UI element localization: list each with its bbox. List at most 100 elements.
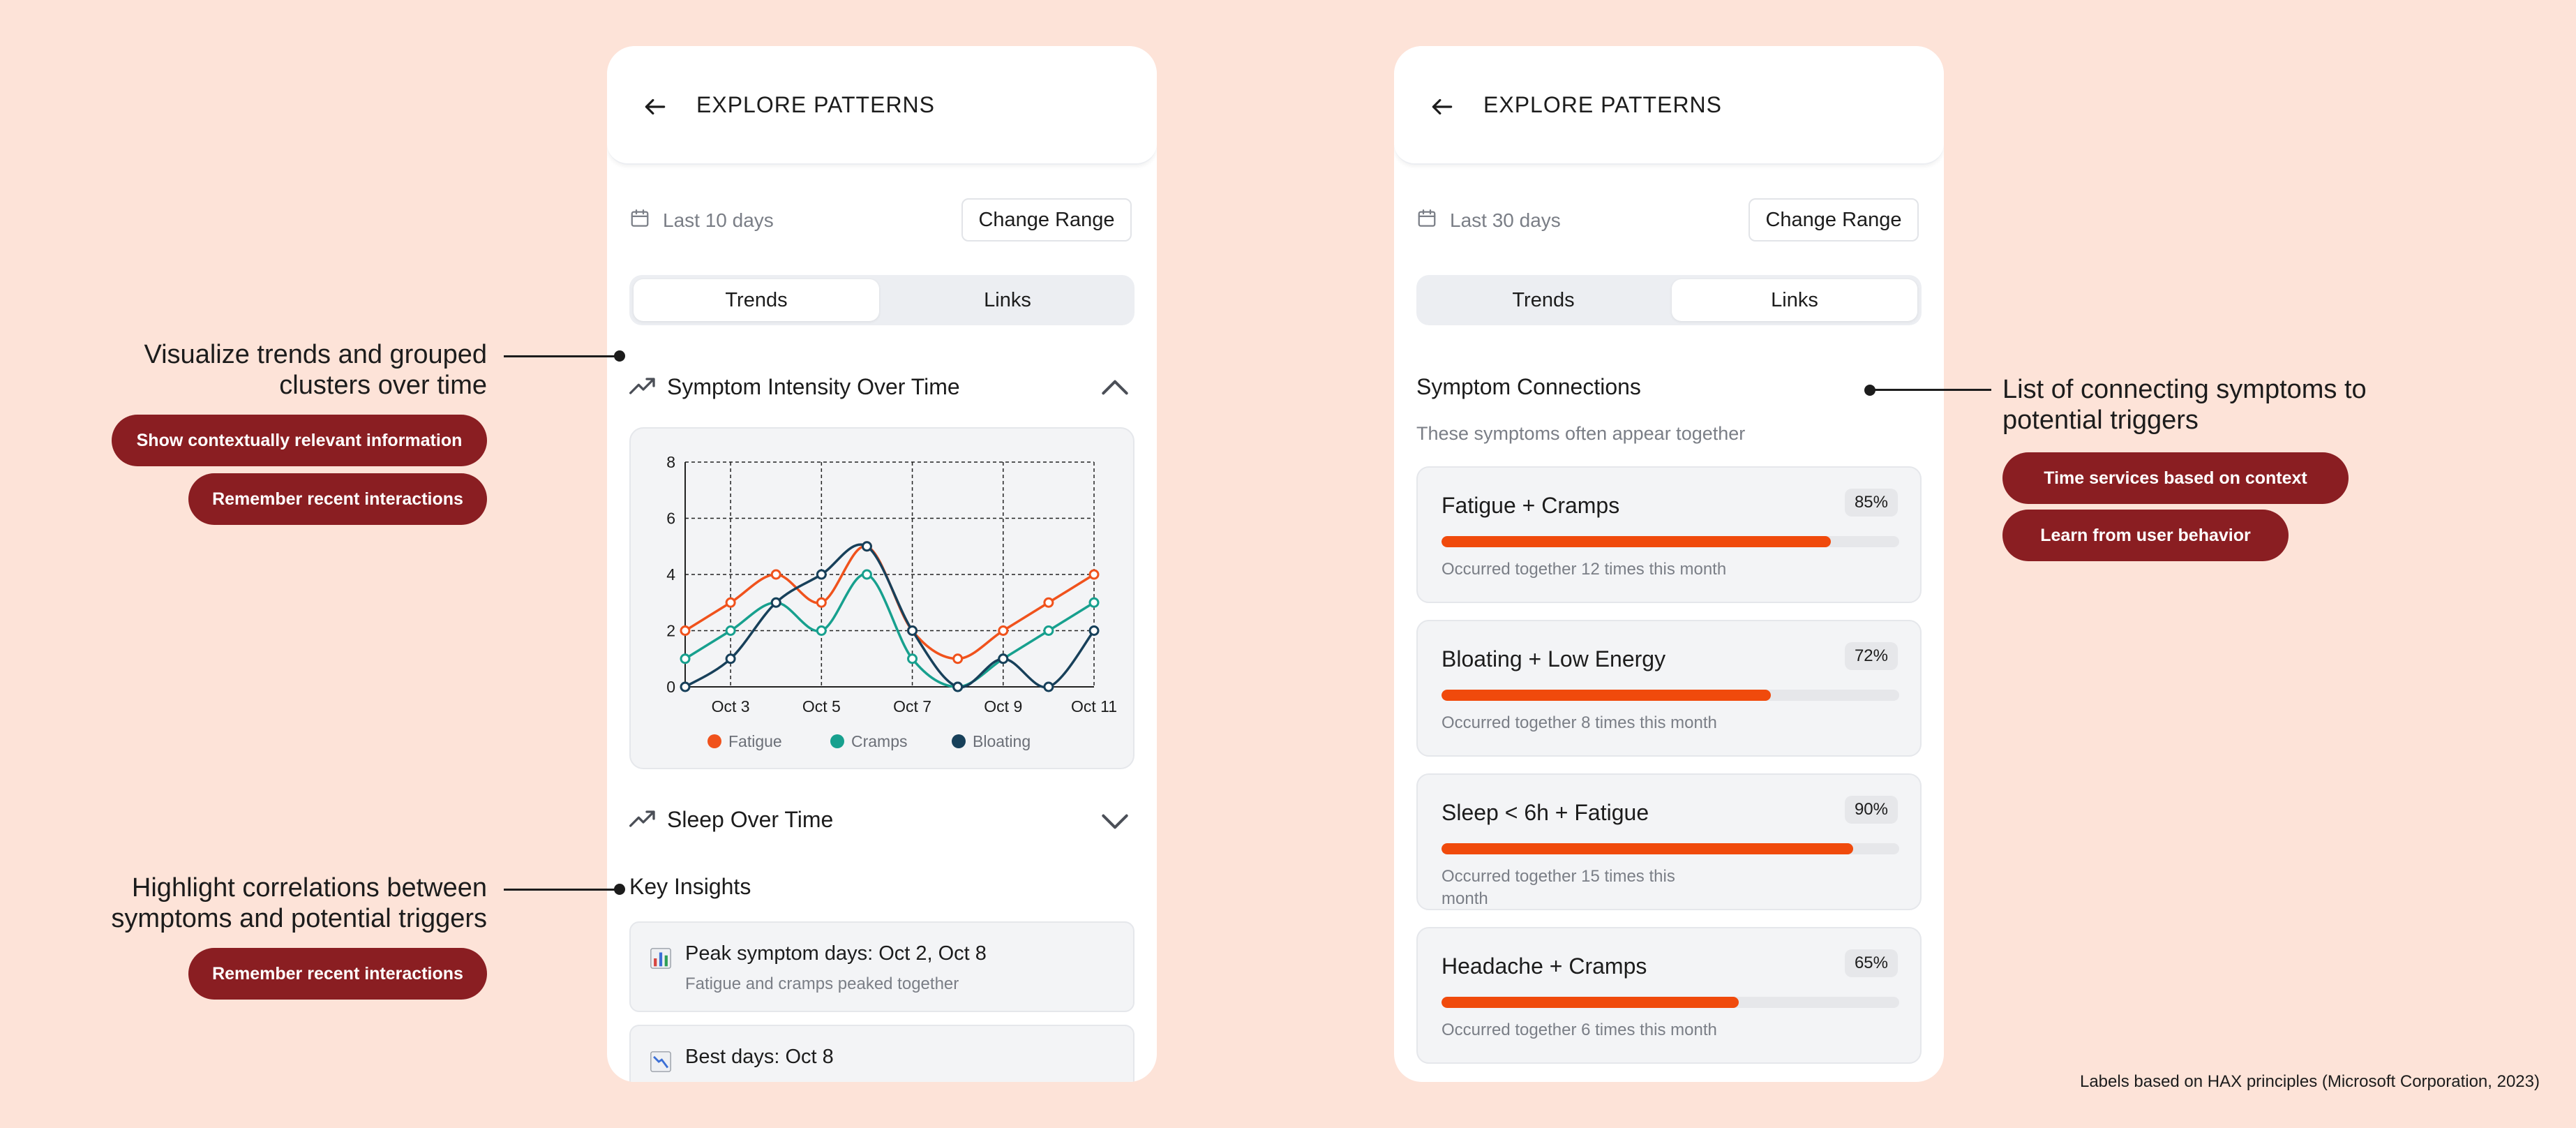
insight-card[interactable]: Peak symptom days: Oct 2, Oct 8 Fatigue …	[629, 921, 1135, 1012]
percent-badge: 72%	[1844, 642, 1898, 670]
chevron-up-icon[interactable]	[1101, 378, 1129, 396]
fatigue-data-point	[725, 597, 736, 608]
tab-trends[interactable]: Trends	[634, 279, 879, 321]
change-range-button[interactable]: Change Range	[961, 198, 1132, 242]
connection-note: Occurred together 12 times this month	[1441, 560, 1727, 579]
annotation-dot	[614, 350, 625, 362]
cramps-series-line	[684, 573, 1095, 688]
cramps-legend-marker	[830, 734, 844, 748]
x-tick-label: Oct 9	[984, 697, 1022, 715]
fatigue-data-point	[998, 625, 1009, 636]
percent-badge: 65%	[1844, 949, 1898, 977]
right-phone-screen: EXPLORE PATTERNS Last 30 days Change Ran…	[1394, 46, 1944, 1082]
connection-card[interactable]: Fatigue + Cramps 85% Occurred together 1…	[1416, 466, 1922, 603]
x-tick-label: Oct 11	[1071, 697, 1117, 715]
fatigue-legend-label: Fatigue	[728, 732, 782, 750]
symptom-connections-subtitle: These symptoms often appear together	[1416, 423, 1746, 444]
trending-up-icon	[629, 378, 655, 394]
page-title: EXPLORE PATTERNS	[1483, 92, 1722, 117]
annotation-leader-line	[504, 355, 618, 357]
tab-links[interactable]: Links	[984, 289, 1031, 311]
connection-name: Sleep < 6h + Fatigue	[1441, 800, 1649, 825]
symptom-connections-title: Symptom Connections	[1416, 374, 1641, 399]
fatigue-data-point	[680, 625, 691, 636]
insight-subtitle: Fatigue and cramps peaked together	[685, 974, 959, 993]
insight-title: Best days: Oct 8	[685, 1046, 834, 1068]
bloating-data-point	[770, 597, 781, 608]
fatigue-data-point	[952, 653, 964, 665]
hax-label-pill: Learn from user behavior	[2002, 510, 2289, 561]
hax-label-pill: Time services based on context	[2002, 452, 2349, 504]
connection-name: Headache + Cramps	[1441, 953, 1647, 979]
annotation-text-connections: List of connecting symptoms to potential…	[2002, 375, 2367, 435]
connection-card[interactable]: Headache + Cramps 65% Occurred together …	[1416, 927, 1922, 1064]
strength-bar-fill	[1441, 536, 1831, 547]
symptom-intensity-chart-card: 0 2 4 6 8 Oct 3 Oct 5 Oct 7 Oct 9 Oct 11 Fatigue Cr…	[629, 427, 1135, 769]
page-title: EXPLORE PATTERNS	[696, 92, 935, 117]
cramps-data-point	[907, 653, 918, 665]
percent-badge: 85%	[1844, 489, 1898, 517]
fatigue-data-point	[1043, 597, 1054, 608]
y-tick-label: 4	[666, 565, 675, 584]
cramps-data-point	[725, 625, 736, 636]
left-phone-screen: EXPLORE PATTERNS Last 10 days Change Ran…	[607, 46, 1157, 1082]
chevron-down-icon[interactable]	[1101, 812, 1129, 831]
change-range-button[interactable]: Change Range	[1748, 198, 1919, 242]
connection-note: Occurred together 15 times this month	[1441, 867, 1675, 908]
key-insights-title: Key Insights	[629, 874, 751, 899]
fatigue-data-point	[770, 569, 781, 580]
y-tick-label: 2	[666, 622, 675, 640]
app-header: EXPLORE PATTERNS	[1394, 46, 1944, 165]
percent-badge: 90%	[1844, 796, 1898, 824]
calendar-icon	[1418, 209, 1436, 227]
fatigue-data-point	[816, 597, 827, 608]
trending-up-icon	[629, 810, 655, 827]
connection-card[interactable]: Bloating + Low Energy 72% Occurred toget…	[1416, 620, 1922, 757]
y-tick-label: 6	[666, 510, 675, 528]
cramps-data-point	[861, 569, 872, 580]
cramps-legend-label: Cramps	[851, 732, 908, 750]
bloating-data-point	[907, 625, 918, 636]
strength-bar	[1441, 843, 1899, 854]
hax-label-pill: Remember recent interactions	[188, 948, 487, 1000]
annotation-text-insights: Highlight correlations between symptoms …	[111, 873, 487, 933]
cramps-data-point	[1043, 625, 1054, 636]
bar-chart-icon	[650, 948, 671, 969]
chart-decreasing-icon	[650, 1051, 671, 1072]
x-tick-label: Oct 7	[893, 697, 931, 715]
hax-label-pill: Remember recent interactions	[188, 473, 487, 525]
strength-bar-fill	[1441, 997, 1739, 1008]
attribution-footer: Labels based on HAX principles (Microsof…	[2079, 1072, 2540, 1091]
bloating-data-point	[1043, 681, 1054, 692]
arrow-left-icon[interactable]	[642, 94, 668, 120]
date-range-label: Last 10 days	[663, 209, 774, 231]
bloating-data-point	[998, 653, 1009, 665]
fatigue-data-point	[1088, 569, 1100, 580]
strength-bar	[1441, 690, 1899, 701]
annotation-leader-line	[1870, 389, 1991, 391]
x-tick-label: Oct 5	[802, 697, 841, 715]
app-header: EXPLORE PATTERNS	[607, 46, 1157, 165]
connection-card[interactable]: Sleep < 6h + Fatigue 90% Occurred togeth…	[1416, 773, 1922, 910]
cramps-data-point	[680, 653, 691, 665]
cramps-data-point	[1088, 597, 1100, 608]
insight-title: Peak symptom days: Oct 2, Oct 8	[685, 942, 987, 965]
annotation-leader-line	[504, 889, 618, 891]
bloating-data-point	[1088, 625, 1100, 636]
insight-card[interactable]: Best days: Oct 8	[629, 1025, 1135, 1082]
cramps-data-point	[816, 625, 827, 636]
strength-bar-fill	[1441, 690, 1772, 701]
hax-label-pill: Show contextually relevant information	[112, 415, 487, 466]
strength-bar	[1441, 536, 1899, 547]
view-tabs: Trends Links	[629, 275, 1135, 325]
fatigue-legend-marker	[707, 734, 721, 748]
tab-links[interactable]: Links	[1672, 279, 1917, 321]
tab-trends[interactable]: Trends	[1512, 289, 1575, 311]
date-range-label: Last 30 days	[1450, 209, 1561, 231]
arrow-left-icon[interactable]	[1429, 94, 1455, 120]
symptom-intensity-title: Symptom Intensity Over Time	[667, 374, 960, 399]
bloating-legend-marker	[952, 734, 966, 748]
sleep-over-time-title: Sleep Over Time	[667, 807, 834, 832]
annotation-dot	[614, 884, 625, 895]
annotation-text-trends: Visualize trends and grouped clusters ov…	[144, 340, 487, 400]
